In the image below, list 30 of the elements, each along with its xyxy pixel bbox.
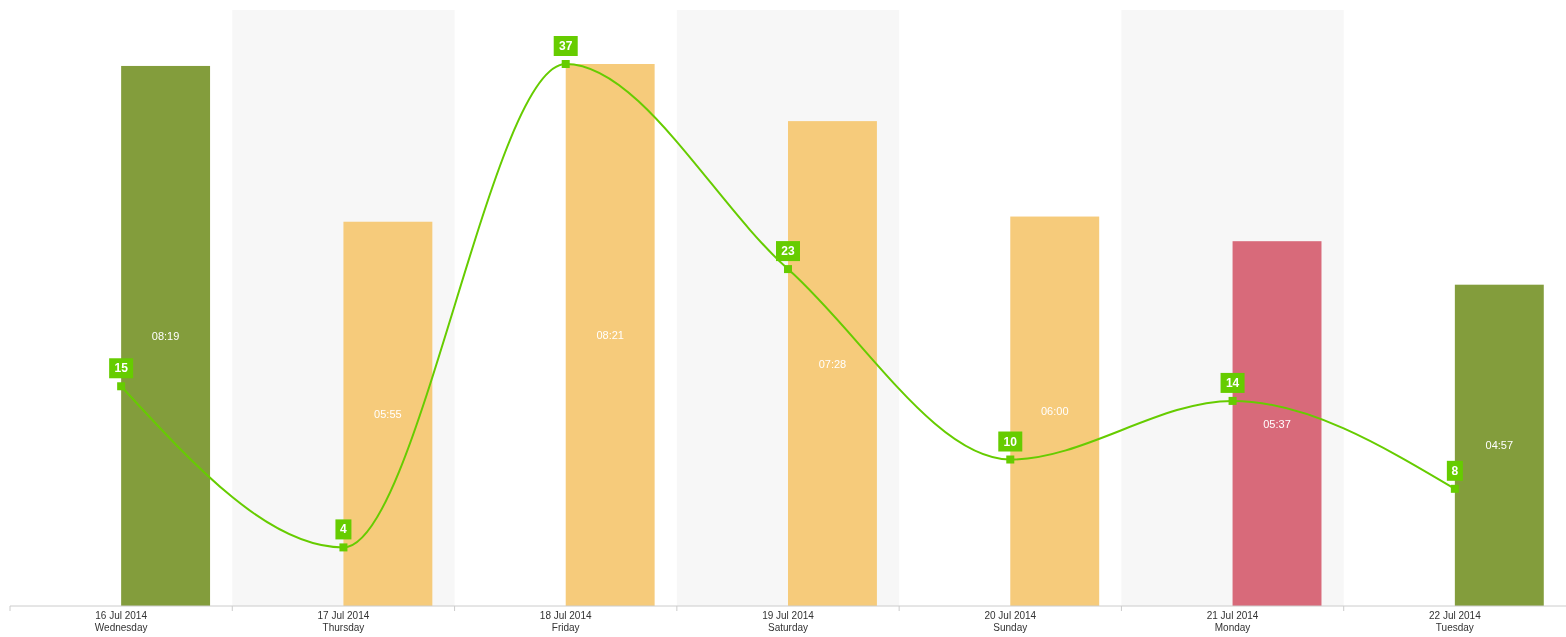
point (117, 382, 126, 391)
data-label: 4 (340, 522, 348, 537)
data-label: 23 (781, 244, 795, 259)
point (1228, 396, 1237, 405)
bar (565, 64, 655, 606)
point (561, 60, 570, 68)
x-tick-label: 22 Jul 2014 Tuesday (1429, 610, 1482, 633)
bar (1454, 284, 1544, 606)
data-label: 15 (114, 361, 129, 376)
data-label: 8 (1451, 463, 1459, 478)
x-tick-label: 19 Jul 2014 Saturday (762, 610, 815, 633)
x-tick-label: 20 Jul 2014 Sunday (984, 610, 1037, 633)
data-label: 08:21 (596, 329, 624, 341)
x-tick-label: 16 Jul 2014 Wednesday (94, 610, 148, 633)
data-label: 05:37 (1263, 417, 1291, 430)
x-tick-label: 18 Jul 2014 Friday (539, 610, 592, 633)
point (784, 265, 792, 274)
data-label: 08:19 (151, 329, 180, 342)
data-label: 14 (1225, 375, 1240, 390)
data-label: 06:00 (1040, 405, 1069, 418)
x-tick-label: 17 Jul 2014 Thursday (317, 610, 370, 633)
point (1006, 455, 1015, 464)
data-label: 05:55 (374, 407, 402, 420)
data-label: 07:28 (818, 357, 847, 370)
point (1450, 484, 1459, 493)
point (339, 543, 348, 552)
data-label: 10 (1003, 434, 1018, 449)
data-label: 37 (559, 39, 573, 53)
data-label: 04:57 (1485, 439, 1514, 452)
x-tick-label: 21 Jul 2014 Monday (1206, 610, 1259, 633)
